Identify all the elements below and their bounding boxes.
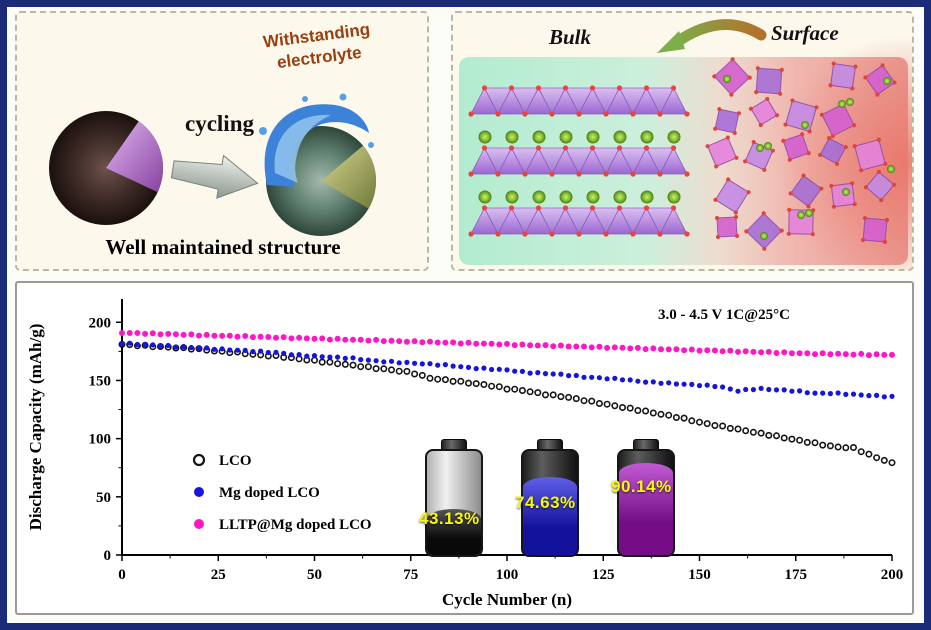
crystal-panel: Bulk Surface bbox=[451, 11, 914, 271]
disordered-surface-structure bbox=[705, 57, 897, 251]
battery-mg-doped bbox=[521, 439, 579, 557]
svg-text:0: 0 bbox=[104, 548, 112, 564]
battery-fill-level bbox=[619, 463, 673, 555]
legend-label-mg-doped: Mg doped LCO bbox=[219, 485, 320, 501]
svg-text:50: 50 bbox=[96, 490, 111, 506]
battery-body bbox=[425, 449, 483, 557]
svg-text:200: 200 bbox=[881, 567, 904, 583]
battery-lltp bbox=[617, 439, 675, 557]
retention-lco: 43.13% bbox=[419, 509, 480, 528]
bulk-label: Bulk bbox=[549, 25, 592, 49]
svg-text:75: 75 bbox=[403, 567, 418, 583]
structure-panel: Withstanding electrolyte cycling Well ma… bbox=[15, 11, 429, 271]
svg-text:0: 0 bbox=[118, 567, 126, 583]
lco-marker-icon bbox=[192, 453, 206, 467]
legend-label-lco: LCO bbox=[219, 453, 252, 469]
battery-body bbox=[521, 449, 579, 557]
x-axis-label: Cycle Number (n) bbox=[442, 590, 572, 609]
test-condition-annotation: 3.0 - 4.5 V 1C@25°C bbox=[658, 307, 790, 323]
plot-area: 0 25 50 75 100 125 150 175 200 0 50 100 150 200 bbox=[89, 299, 904, 583]
svg-text:25: 25 bbox=[211, 567, 226, 583]
battery-fill-level bbox=[427, 509, 481, 555]
cycling-label: cycling bbox=[185, 111, 254, 136]
crystal-structure-illustration bbox=[459, 19, 912, 269]
battery-fill-level bbox=[523, 477, 577, 555]
svg-text:50: 50 bbox=[307, 567, 322, 583]
battery-body bbox=[617, 449, 675, 557]
svg-text:150: 150 bbox=[688, 567, 711, 583]
svg-text:125: 125 bbox=[592, 567, 615, 583]
particle-before-cycling bbox=[49, 111, 164, 225]
capacity-chart: 3.0 - 4.5 V 1C@25°C Cycle Number (n) Dis… bbox=[26, 299, 904, 609]
battery-lco bbox=[425, 439, 483, 557]
svg-text:150: 150 bbox=[89, 373, 112, 389]
mg-doped-marker-icon bbox=[194, 487, 204, 497]
retention-mg-doped: 74.63% bbox=[515, 493, 576, 512]
legend-label-lltp: LLTP@Mg doped LCO bbox=[219, 517, 372, 533]
retention-lltp: 90.14% bbox=[611, 477, 672, 496]
cycling-arrow-icon bbox=[170, 154, 259, 199]
svg-text:175: 175 bbox=[785, 567, 808, 583]
chart-legend: LCO Mg doped LCO LLTP@Mg doped LCO bbox=[192, 453, 372, 533]
particle-illustration bbox=[49, 93, 376, 236]
structure-caption: Well maintained structure bbox=[105, 235, 341, 259]
svg-text:100: 100 bbox=[496, 567, 519, 583]
electrolyte-splash bbox=[264, 104, 369, 187]
svg-text:100: 100 bbox=[89, 432, 112, 448]
y-axis-label: Discharge Capacity (mAh/g) bbox=[26, 324, 45, 531]
svg-text:200: 200 bbox=[89, 315, 112, 331]
chart-panel: 3.0 - 4.5 V 1C@25°C Cycle Number (n) Dis… bbox=[15, 281, 914, 615]
surface-to-bulk-arrow-icon bbox=[667, 19, 767, 51]
layered-bulk-structure bbox=[468, 85, 690, 237]
surface-label: Surface bbox=[771, 21, 839, 45]
lltp-marker-icon bbox=[194, 519, 204, 529]
